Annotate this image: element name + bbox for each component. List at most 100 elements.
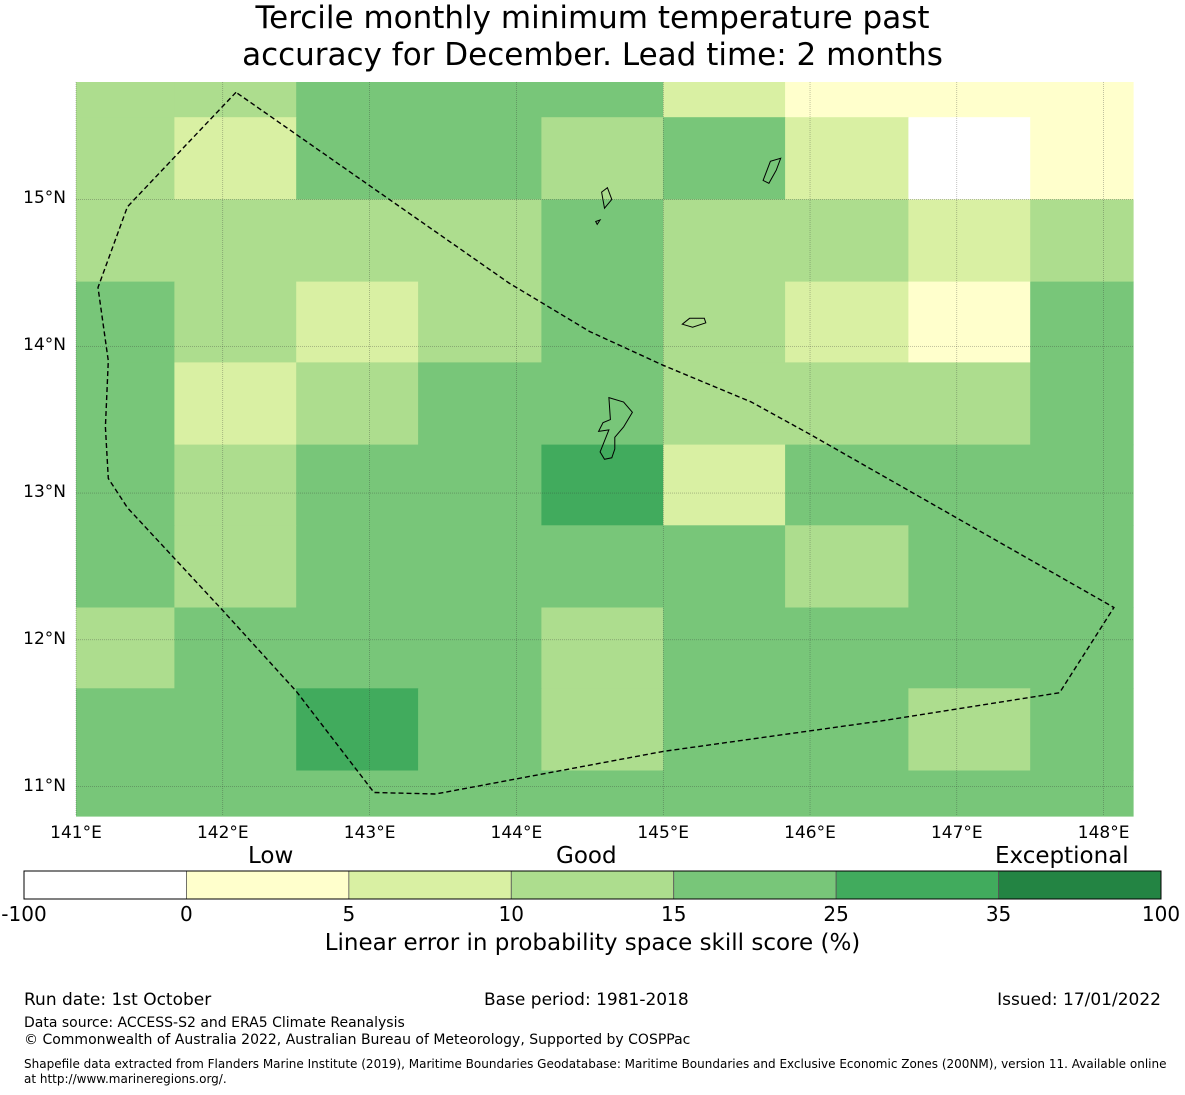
grid-cell <box>76 362 175 446</box>
shapefile-credit-line-1: Shapefile data extracted from Flanders M… <box>24 1057 1167 1071</box>
colorbar-tick-label: 100 <box>1141 902 1181 926</box>
grid-cell <box>785 281 909 363</box>
grid-cell <box>76 117 175 200</box>
island-rota <box>681 317 707 328</box>
grid-cell <box>1030 117 1134 200</box>
shapefile-credit: Shapefile data extracted from Flanders M… <box>24 1057 1174 1087</box>
grid-cell <box>174 82 297 118</box>
grid-cell <box>908 281 1031 363</box>
grid-cell <box>296 444 542 526</box>
longitude-label: 148°E <box>1077 823 1130 843</box>
grid-cell <box>663 82 786 118</box>
island-aguijan <box>594 219 602 226</box>
grid-cell <box>663 362 1031 446</box>
title-line-1: Tercile monthly minimum temperature past <box>255 0 930 36</box>
grid-cell <box>296 362 419 446</box>
grid-cell <box>76 607 175 689</box>
colorbar-segment <box>835 870 999 900</box>
colorbar-segment <box>673 870 837 900</box>
grid-cell <box>296 117 542 200</box>
title-line-2: accuracy for December. Lead time: 2 mont… <box>242 37 943 73</box>
legend-category-exceptional: Exceptional <box>995 843 1129 869</box>
grid-cell <box>76 82 175 118</box>
grid-cell <box>76 770 1134 817</box>
island-saipan <box>762 157 782 184</box>
grid-cell <box>785 117 909 200</box>
grid-cell <box>908 688 1031 772</box>
grid-cell <box>541 199 664 283</box>
grid-cell <box>663 444 786 526</box>
latitude-label: 11°N <box>23 775 66 796</box>
grid-cell <box>76 199 542 283</box>
grid-cell <box>296 281 419 363</box>
legend-category-good: Good <box>556 843 617 869</box>
grid-cell <box>785 444 1134 526</box>
longitude-label: 145°E <box>637 823 690 843</box>
grid-cell <box>1030 688 1134 772</box>
colorbar-segment <box>998 870 1162 900</box>
grid-cell <box>418 281 542 363</box>
skill-grid-cells <box>76 82 1134 817</box>
grid-cell <box>76 281 175 363</box>
grid-cell <box>418 688 542 772</box>
longitude-label: 142°E <box>196 823 249 843</box>
colorbar-label: Linear error in probability space skill … <box>324 930 861 956</box>
grid-cell <box>785 82 1134 118</box>
island-guam <box>597 396 634 460</box>
colorbar-frame <box>23 870 1162 900</box>
shapefile-credit-line-2: at http://www.marineregions.org/. <box>24 1072 227 1086</box>
grid-cell <box>296 82 664 118</box>
copyright: © Commonwealth of Australia 2022, Austra… <box>24 1032 691 1048</box>
colorbar-segment <box>510 870 675 900</box>
grid-cell <box>174 444 297 526</box>
colorbar-tick-label: 25 <box>823 902 849 926</box>
colorbar-segment <box>186 870 350 900</box>
grid-cell <box>541 117 664 200</box>
longitude-label: 144°E <box>490 823 543 843</box>
grid-cell <box>541 688 664 772</box>
grid-cell <box>174 607 542 689</box>
grid-cell <box>76 688 297 772</box>
colorbar-segment <box>348 870 512 900</box>
grid-cell <box>541 281 664 363</box>
grid-cell <box>418 362 664 446</box>
eez-boundary-line <box>97 91 1115 795</box>
issued-date: Issued: 17/01/2022 <box>997 990 1161 1010</box>
grid-cell <box>76 525 175 609</box>
grid-cell <box>76 444 175 526</box>
grid-cell <box>785 525 909 609</box>
grid-cell <box>541 607 664 689</box>
longitude-label: 141°E <box>50 823 102 843</box>
grid-cell <box>174 281 297 363</box>
legend-category-low: Low <box>248 843 294 869</box>
graticule <box>75 82 1133 816</box>
grid-cell <box>541 444 664 526</box>
grid-cell <box>663 199 909 283</box>
grid-cell <box>174 117 297 200</box>
longitude-label: 147°E <box>930 823 983 843</box>
grid-cell <box>908 117 1031 200</box>
grid-cell <box>296 688 419 772</box>
colorbar-tick-label: 0 <box>180 902 193 926</box>
longitude-label: 143°E <box>343 823 396 843</box>
run-date: Run date: 1st October <box>24 990 212 1010</box>
colorbar-tick-label: 10 <box>498 902 524 926</box>
grid-cell <box>663 607 1134 689</box>
grid-cell <box>296 525 786 609</box>
colorbar-tick-label: -100 <box>1 902 47 926</box>
grid-cell <box>908 199 1031 283</box>
grid-cell <box>663 688 909 772</box>
colorbar-tick-label: 5 <box>342 902 356 926</box>
longitude-label: 146°E <box>784 823 836 843</box>
data-source: Data source: ACCESS-S2 and ERA5 Climate … <box>24 1015 405 1031</box>
colorbar-segment <box>23 870 187 900</box>
colorbar-tick-label: 35 <box>985 902 1012 926</box>
latitude-label: 15°N <box>23 188 66 209</box>
colorbar <box>23 870 1162 900</box>
island-outlines <box>594 157 782 460</box>
latitude-label: 13°N <box>23 482 66 503</box>
chart-title: Tercile monthly minimum temperature past… <box>0 0 1185 74</box>
grid-cell <box>908 525 1134 609</box>
grid-cell <box>1030 281 1134 363</box>
